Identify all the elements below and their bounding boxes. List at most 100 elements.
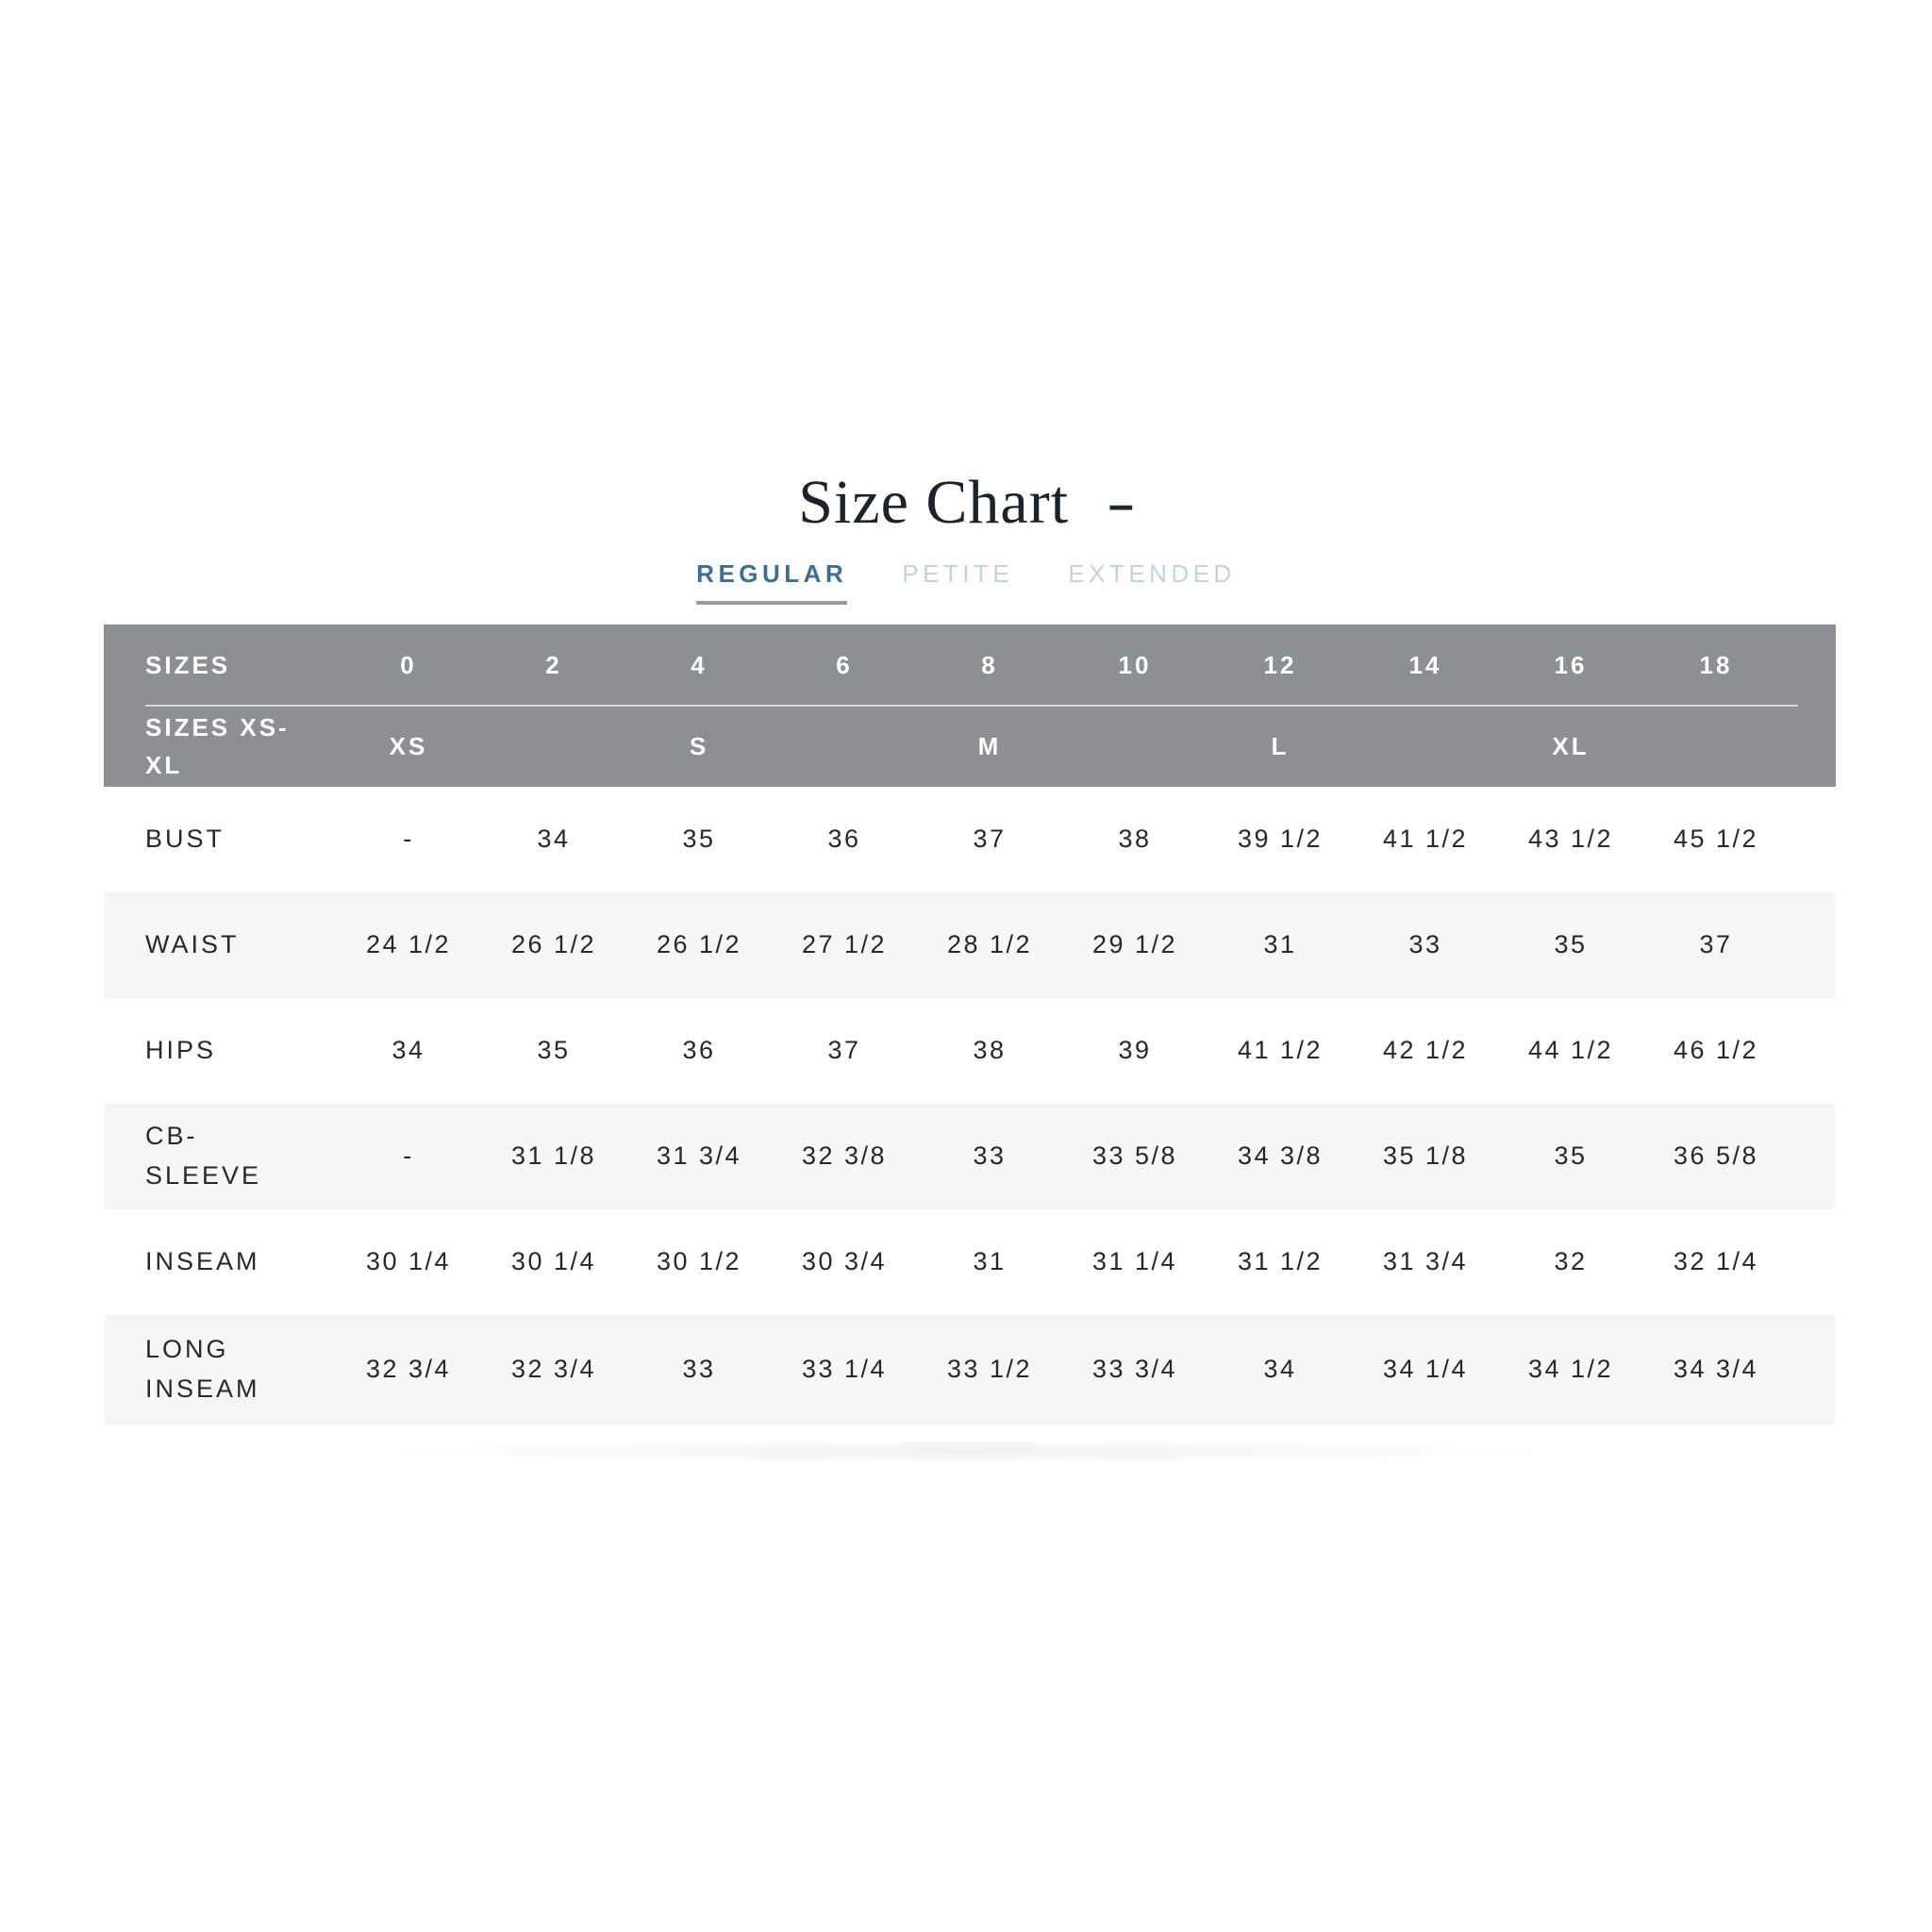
table-row-long-inseam: LONG INSEAM 32 3/4 32 3/4 33 33 1/4 33 1…: [104, 1315, 1836, 1425]
header-cell: 2: [545, 651, 562, 680]
table-cell: -: [403, 824, 414, 854]
table-cell: 41 1/2: [1237, 1036, 1324, 1065]
table-cell: 39 1/2: [1237, 824, 1324, 854]
table-cell: 34: [537, 824, 571, 854]
table-cell: 43 1/2: [1527, 824, 1614, 854]
row-label: LONG INSEAM: [145, 1335, 260, 1404]
table-row-hips: HIPS 34 35 36 37 38 39 41 1/2 42 1/2 44 …: [104, 998, 1836, 1104]
table-cell: 30 1/4: [365, 1247, 452, 1276]
table-cell: 31 3/4: [1382, 1247, 1469, 1276]
table-cell: 31: [973, 1247, 1007, 1276]
header-cell: XL: [1552, 732, 1590, 761]
table-body: BUST - 34 35 36 37 38 39 1/2 41 1/2 43 1…: [104, 787, 1836, 1425]
table-cell: 36: [682, 1036, 716, 1065]
header-cell: 14: [1408, 651, 1442, 680]
table-cell: 36 5/8: [1673, 1141, 1759, 1171]
table-cell: 34 1/4: [1382, 1355, 1469, 1384]
table-row-inseam: INSEAM 30 1/4 30 1/4 30 1/2 30 3/4 31 31…: [104, 1209, 1836, 1315]
table-cell: 34: [1263, 1355, 1297, 1384]
table-cell: 37: [1699, 930, 1733, 959]
header-cell: 10: [1118, 651, 1152, 680]
table-cell: 31 1/2: [1237, 1247, 1324, 1276]
header-cell: 0: [400, 651, 417, 680]
tab-regular[interactable]: REGULAR: [696, 559, 848, 606]
header-cell: S: [689, 732, 709, 761]
table-cell: 28 1/2: [946, 930, 1033, 959]
table-cell: 33: [682, 1355, 716, 1384]
table-cell: 33: [1408, 930, 1442, 959]
table-cell: 35: [1554, 1141, 1588, 1171]
table-cell: 34 1/2: [1527, 1355, 1614, 1384]
table-row-cb-sleeve: CB-SLEEVE - 31 1/8 31 3/4 32 3/8 33 33 5…: [104, 1104, 1836, 1210]
table-cell: 31 1/4: [1091, 1247, 1178, 1276]
tab-extended[interactable]: EXTENDED: [1068, 559, 1236, 589]
table-cell: 34 3/4: [1673, 1355, 1759, 1384]
header-row-letter-sizes: SIZES XS-XL XS S M L XL: [104, 706, 1836, 787]
header-divider: [145, 705, 1798, 708]
table-cell: 33 1/4: [801, 1355, 888, 1384]
table-cell: 27 1/2: [801, 930, 888, 959]
table-cell: 32 3/4: [510, 1355, 597, 1384]
header-cell: XS: [389, 732, 428, 761]
table-row-waist: WAIST 24 1/2 26 1/2 26 1/2 27 1/2 28 1/2…: [104, 892, 1836, 999]
row-label: WAIST: [145, 930, 240, 959]
header-cell: L: [1271, 732, 1290, 761]
table-cell: 32 1/4: [1673, 1247, 1759, 1276]
table-row-bust: BUST - 34 35 36 37 38 39 1/2 41 1/2 43 1…: [104, 787, 1836, 892]
table-cell: 30 3/4: [801, 1247, 888, 1276]
header-row-sizes: SIZES 0 2 4 6 8 10 12 14 16 18: [104, 625, 1836, 706]
table-cell: 41 1/2: [1382, 824, 1469, 854]
table-cell: 35 1/8: [1382, 1141, 1469, 1171]
header-cell: 6: [836, 651, 853, 680]
table-cell: 31 3/4: [656, 1141, 742, 1171]
header-cell: 18: [1699, 651, 1733, 680]
table-cell: 34 3/8: [1237, 1141, 1324, 1171]
table-cell: 30 1/4: [510, 1247, 597, 1276]
row-label: BUST: [145, 824, 225, 854]
row-label: HIPS: [145, 1036, 217, 1065]
table-cell: 32: [1554, 1247, 1588, 1276]
table-cell: 46 1/2: [1673, 1036, 1759, 1065]
table-cell: 42 1/2: [1382, 1036, 1469, 1065]
table-cell: 34: [391, 1036, 425, 1065]
collapse-toggle-icon[interactable]: –: [1108, 479, 1134, 530]
table-cell: 26 1/2: [656, 930, 742, 959]
header-cell: 12: [1263, 651, 1297, 680]
header-cell: 16: [1554, 651, 1588, 680]
table-cell: 30 1/2: [656, 1247, 742, 1276]
table-cell: 33 1/2: [946, 1355, 1033, 1384]
table-cell: 32 3/4: [365, 1355, 452, 1384]
table-drop-shadow: [362, 1440, 1570, 1465]
table-cell: 26 1/2: [510, 930, 597, 959]
table-cell: 33 3/4: [1091, 1355, 1178, 1384]
header-cell: 8: [981, 651, 998, 680]
header-cell: M: [977, 732, 1002, 761]
table-header: SIZES 0 2 4 6 8 10 12 14 16 18 SIZES XS-…: [104, 625, 1836, 788]
table-cell: 33 5/8: [1091, 1141, 1178, 1171]
row-label: INSEAM: [145, 1247, 260, 1276]
table-cell: 36: [827, 824, 861, 854]
table-cell: 37: [827, 1036, 861, 1065]
header-label: SIZES XS-XL: [145, 713, 290, 780]
size-chart-header: Size Chart –: [0, 0, 1932, 537]
table-cell: 31 1/8: [510, 1141, 597, 1171]
table-cell: -: [403, 1141, 414, 1171]
page-title: Size Chart: [798, 468, 1070, 537]
table-cell: 32 3/8: [801, 1141, 888, 1171]
table-cell: 39: [1118, 1036, 1152, 1065]
tab-petite[interactable]: PETITE: [902, 559, 1014, 589]
header-cell: 4: [691, 651, 708, 680]
table-cell: 45 1/2: [1673, 824, 1759, 854]
table-cell: 44 1/2: [1527, 1036, 1614, 1065]
table-cell: 38: [1118, 824, 1152, 854]
fit-tabs: REGULAR PETITE EXTENDED: [0, 559, 1932, 606]
table-cell: 38: [973, 1036, 1007, 1065]
table-cell: 35: [682, 824, 716, 854]
table-cell: 31: [1263, 930, 1297, 959]
size-chart-table: SIZES 0 2 4 6 8 10 12 14 16 18 SIZES XS-…: [104, 625, 1836, 1425]
table-cell: 35: [1554, 930, 1588, 959]
table-cell: 35: [537, 1036, 571, 1065]
table-cell: 24 1/2: [365, 930, 452, 959]
table-cell: 33: [973, 1141, 1007, 1171]
row-label: CB-SLEEVE: [145, 1122, 262, 1191]
